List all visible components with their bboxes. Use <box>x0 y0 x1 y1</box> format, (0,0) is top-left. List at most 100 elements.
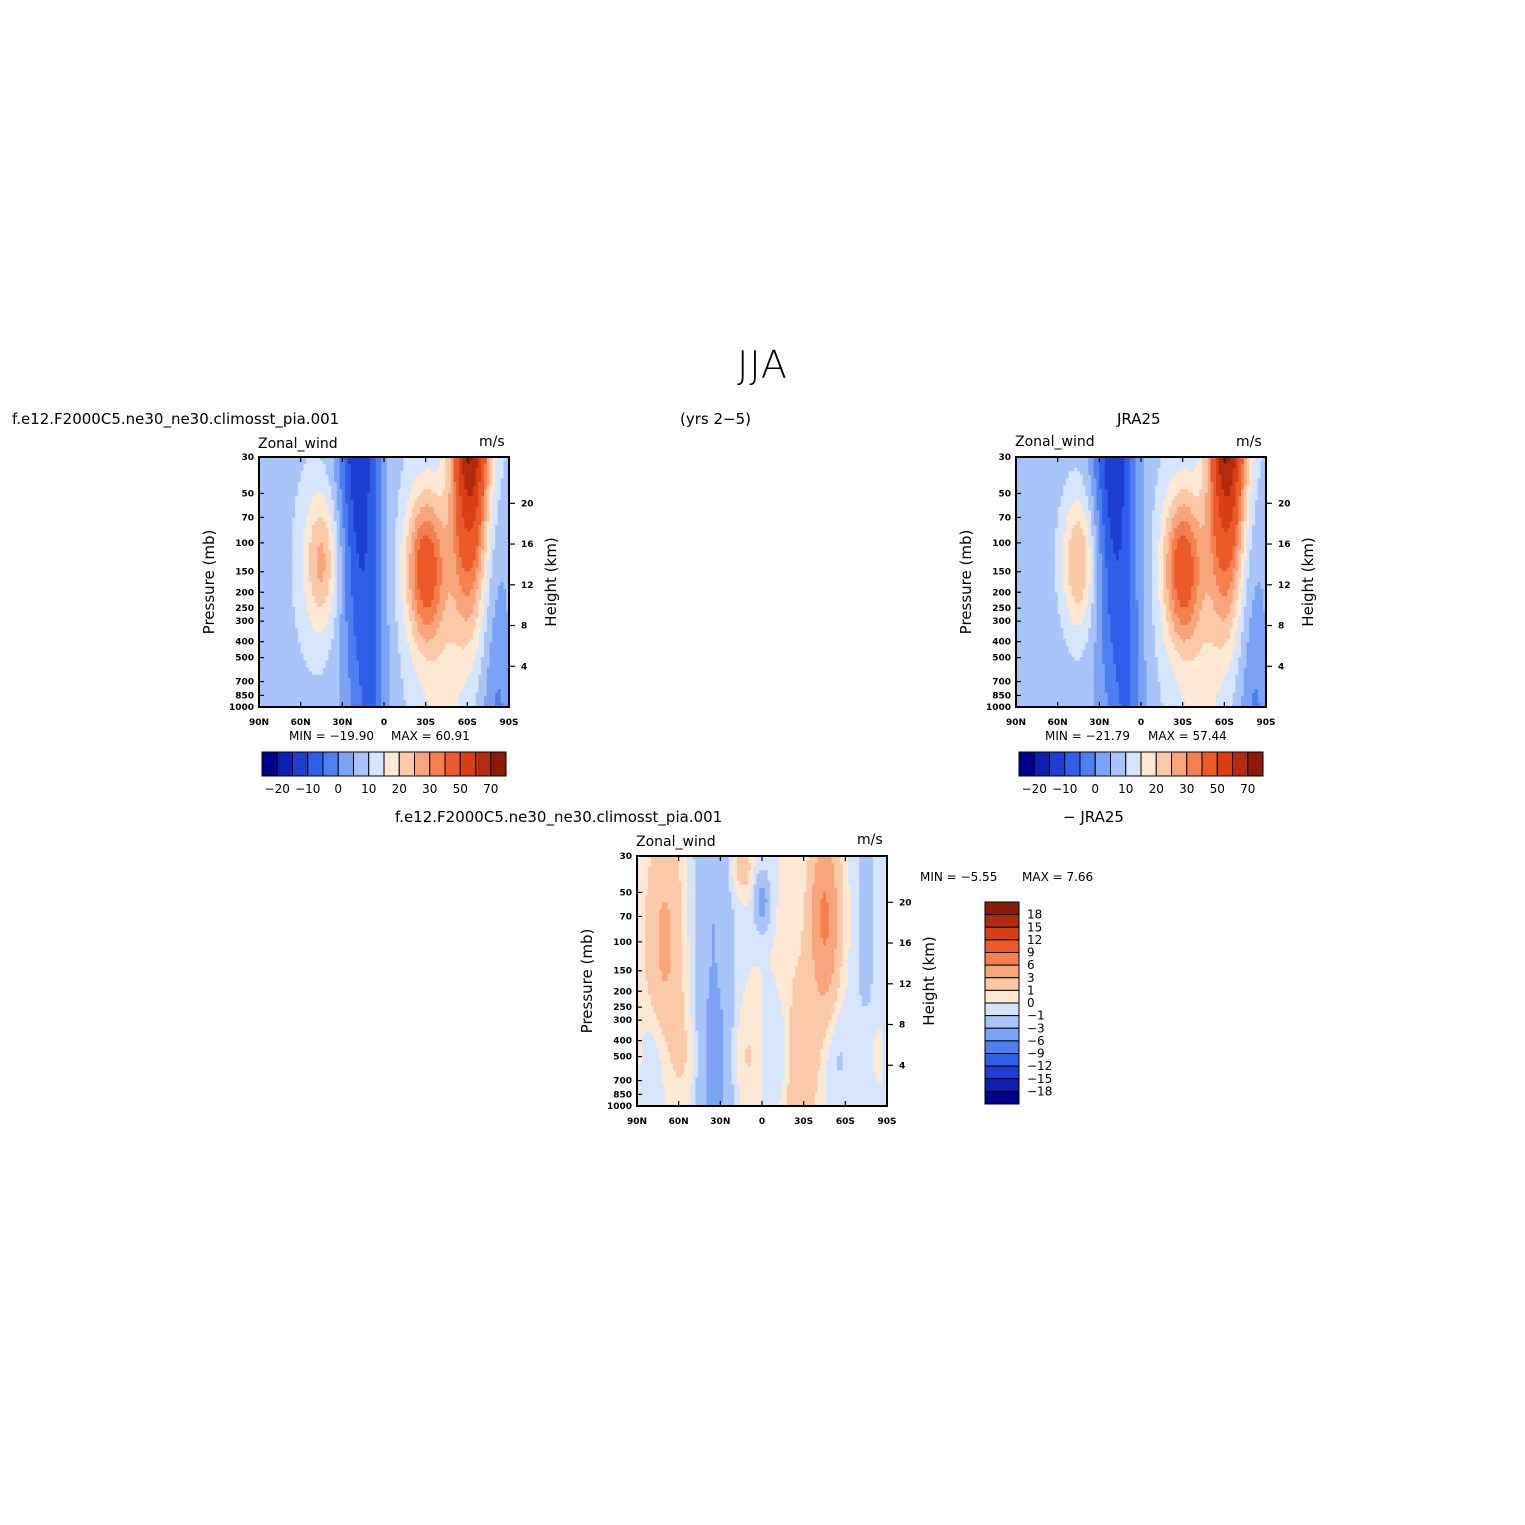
panel1-field-cell <box>453 457 457 462</box>
panel1-field-cell <box>506 460 510 465</box>
panel1-field-cell <box>306 457 310 462</box>
panel1-field-cell <box>300 457 305 462</box>
panel1-field-cell <box>470 460 474 465</box>
panel1-field-cell <box>331 464 335 469</box>
panel1-field-cell <box>339 464 343 469</box>
panel1-field-cell <box>486 457 491 462</box>
panel1-field-cell <box>261 467 266 472</box>
panel1-field-cell <box>389 464 393 469</box>
panel1-field-cell <box>406 464 410 469</box>
panel1-field-cell <box>281 460 285 465</box>
panel1-field-cell <box>403 457 407 462</box>
panel1-field-cell <box>292 464 296 469</box>
panel1-field-cell <box>425 464 430 469</box>
panel1-variable: Zonal_wind <box>258 436 338 452</box>
panel1-field-cell <box>442 464 446 469</box>
panel1-field-cell <box>414 457 418 462</box>
panel1-field-cell <box>375 460 380 465</box>
panel1-field-cell <box>320 460 324 465</box>
panel1-field-cell <box>389 460 393 465</box>
panel1-field-cell <box>461 460 466 465</box>
panel1-field-cell <box>447 464 452 469</box>
panel1-field-cell <box>261 457 266 462</box>
panel2-variable: Zonal_wind <box>1015 434 1095 450</box>
panel1-field-cell <box>270 467 274 472</box>
panel1-field-cell <box>306 460 310 465</box>
panel1-field-cell <box>381 464 385 469</box>
panel1-field-cell <box>484 457 488 462</box>
panel1-field-cell <box>445 457 449 462</box>
panel1-field-cell <box>375 457 380 462</box>
panel1-field-cell <box>339 467 343 472</box>
panel1-field-cell <box>381 460 385 465</box>
panel1-field-cell <box>450 464 455 469</box>
panel1-field-cell <box>503 464 507 469</box>
panel1-field-cell <box>411 457 416 462</box>
panel1-field-cell <box>275 457 280 462</box>
panel1-field-cell <box>311 457 316 462</box>
panel1-field-cell <box>286 460 291 465</box>
panel1-field-cell <box>422 464 427 469</box>
panel1-field-cell <box>506 457 510 462</box>
panel1-field-cell <box>409 460 413 465</box>
panel1-field-cell <box>481 464 485 469</box>
diff-units: m/s <box>857 832 883 848</box>
panel1-field-cell <box>478 460 482 465</box>
panel1-field-cell <box>481 460 485 465</box>
panel1-field-cell <box>267 460 271 465</box>
panel1-field-cell <box>281 467 285 472</box>
panel1-units: m/s <box>479 434 505 450</box>
panel1-field-cell <box>278 464 282 469</box>
panel1-field-cell <box>311 467 316 472</box>
panel1-field-cell <box>342 457 346 462</box>
panel1-field-cell <box>470 464 474 469</box>
diff-header-right: − JRA25 <box>1063 808 1124 826</box>
panel1-field-cell <box>489 460 493 465</box>
panel1-field-cell <box>431 457 435 462</box>
panel1-field-cell <box>456 464 460 469</box>
panel1-field-cell <box>345 467 349 472</box>
panel1-field-cell <box>317 464 321 469</box>
panel1-field-cell <box>434 457 438 462</box>
panel1-field-cell <box>450 457 455 462</box>
panel1-field-cell <box>267 457 271 462</box>
panel1-field-cell <box>278 467 282 472</box>
panel2-units: m/s <box>1236 434 1262 450</box>
panel1-field-cell <box>347 464 352 469</box>
panel1-field-cell <box>400 457 405 462</box>
panel1-field-cell <box>320 464 324 469</box>
panel1-field-cell <box>445 464 449 469</box>
panel1-field-cell <box>264 464 268 469</box>
panel1-field-cell <box>345 464 349 469</box>
panel1-field-cell <box>436 464 441 469</box>
panel1-field-cell <box>336 460 341 465</box>
panel1-field-cell <box>331 460 335 465</box>
panel1-field-cell <box>428 464 432 469</box>
panel1-field-cell <box>384 464 388 469</box>
panel1-field-cell <box>314 467 318 472</box>
panel1-field-cell <box>461 464 466 469</box>
panel1-field-cell <box>486 460 491 465</box>
panel1-field-cell <box>475 464 480 469</box>
panel1-field-cell <box>353 460 357 465</box>
panel1-field-cell <box>386 464 391 469</box>
panel1-field-cell <box>336 467 341 472</box>
diff-variable: Zonal_wind <box>636 834 716 850</box>
panel1-field-cell <box>359 464 363 469</box>
panel1-field-cell <box>334 457 338 462</box>
panel1-field-cell <box>503 457 507 462</box>
panel1-field-cell <box>320 467 324 472</box>
panel1-field-cell <box>289 464 293 469</box>
panel1-field-cell <box>428 460 432 465</box>
panel1-field-cell <box>334 464 338 469</box>
panel1-field-cell <box>411 464 416 469</box>
panel1-field-cell <box>395 457 399 462</box>
panel1-field-cell <box>395 460 399 465</box>
panel1-field-cell <box>353 467 357 472</box>
panel1-field-cell <box>497 457 502 462</box>
panel1-field-cell <box>372 464 377 469</box>
panel1-field-cell <box>272 464 277 469</box>
panel1-field-cell <box>361 457 366 462</box>
panel1-field-cell <box>297 457 302 462</box>
panel1-field-cell <box>322 457 327 462</box>
